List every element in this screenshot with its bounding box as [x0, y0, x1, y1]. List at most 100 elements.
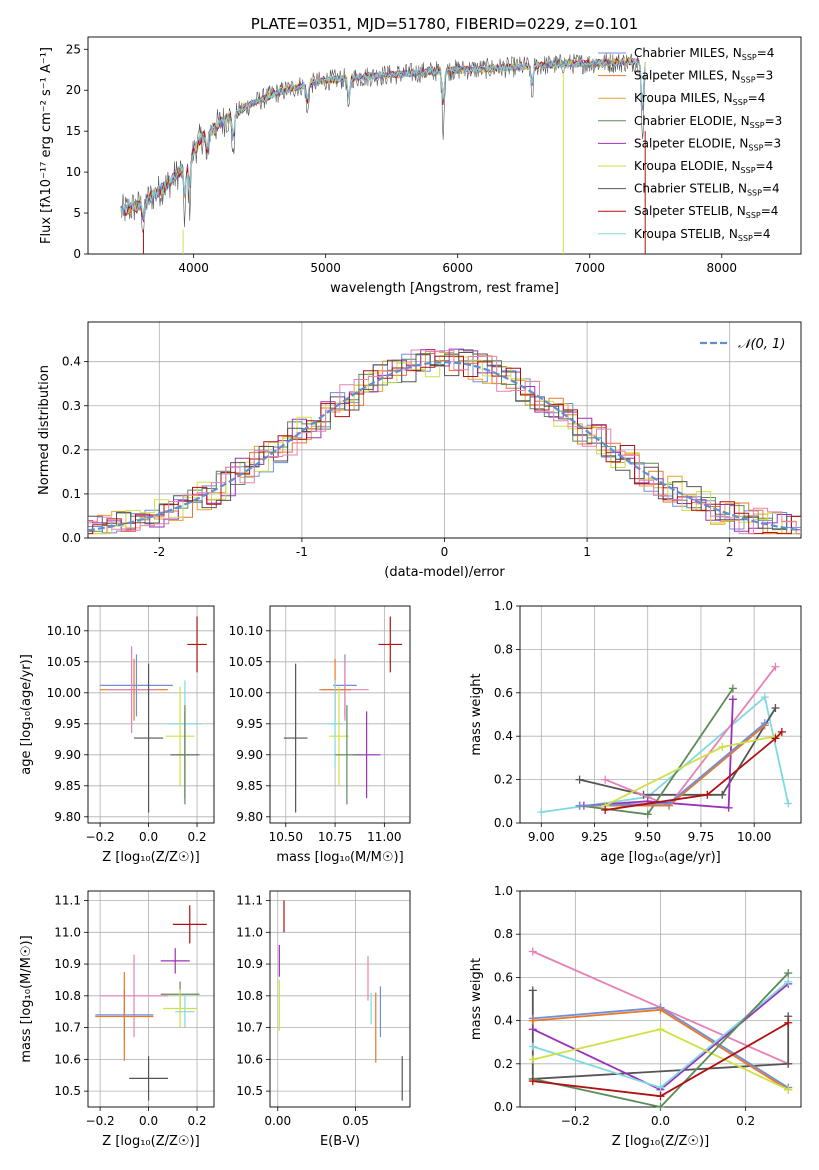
y-tick-label: 0.6: [494, 970, 513, 984]
x-axis-label: Z [log₁₀(Z/Z☉)]: [102, 850, 199, 865]
series-marker: [656, 1103, 665, 1111]
series-marker: [528, 986, 537, 995]
legend-label-tail: =4: [761, 204, 779, 218]
series-marker: [777, 727, 786, 736]
legend-label-tail: =4: [753, 227, 771, 241]
x-tick-label: 1: [583, 545, 591, 559]
y-tick-label: 25: [66, 42, 81, 56]
series-marker: [643, 810, 652, 819]
y-tick-label: 0.2: [494, 1057, 513, 1071]
legend-label-name: Salpeter STELIB, N: [634, 204, 746, 218]
spectrum-chart: 4000 5000 6000 7000 8000 0 5 10 15 20 25 wavelength…: [39, 15, 802, 296]
y-tick-label: 9.80: [54, 810, 81, 824]
series-marker: [656, 1025, 665, 1034]
legend-label: Chabrier MILES, NSSP=4: [634, 46, 774, 62]
y-tick-label: 9.85: [236, 779, 263, 793]
x-tick-label: 0.05: [342, 1114, 369, 1128]
series-marker: [728, 695, 737, 704]
x-tick-label: −0.2: [561, 1114, 590, 1128]
series-marker: [575, 775, 584, 784]
x-tick-label: 0.2: [187, 830, 206, 844]
legend-label-name: Kroupa MILES, N: [634, 91, 733, 105]
spectrum-line-chabrier_stelib: [120, 53, 646, 234]
y-tick-label: 10.6: [236, 1052, 263, 1066]
y-tick-label: 0.4: [494, 1014, 513, 1028]
y-tick-label: 0.3: [62, 399, 81, 413]
legend-label-name: Kroupa STELIB, N: [634, 227, 738, 241]
x-tick-label: 10.75: [318, 830, 352, 844]
series-marker: [718, 790, 727, 799]
y-tick-label: 1.0: [494, 884, 513, 898]
y-tick-label: 9.95: [236, 717, 263, 731]
series-marker: [771, 703, 780, 712]
axes-frame: [87, 890, 215, 1108]
y-tick-label: 10.00: [47, 686, 81, 700]
series-marker: [528, 1055, 537, 1064]
y-tick-label: 0: [73, 247, 81, 261]
legend-label: Kroupa ELODIE, NSSP=4: [634, 159, 773, 175]
series-marker: [528, 1042, 537, 1051]
x-tick-label: 0: [441, 545, 449, 559]
y-tick-label: 9.95: [54, 717, 81, 731]
legend-label-tail: =4: [757, 46, 775, 60]
series-marker: [575, 801, 584, 810]
y-tick-label: 11.0: [236, 925, 263, 939]
x-tick-label: 6000: [442, 261, 473, 275]
x-tick-label: 4000: [178, 261, 209, 275]
y-tick-label: 11.1: [54, 894, 81, 908]
y-tick-label: 0.4: [494, 729, 513, 743]
y-tick-label: 9.90: [54, 748, 81, 762]
y-tick-label: 0.0: [494, 1100, 513, 1114]
y-tick-label: 10.8: [54, 989, 81, 1003]
legend-label-tail: =4: [762, 182, 780, 196]
y-axis-label: mass weight: [469, 673, 484, 755]
legend-label-sub: SSP: [746, 211, 761, 220]
axes-frame: [269, 890, 411, 1108]
y-tick-label: 11.1: [236, 894, 263, 908]
x-tick-label: 10.00: [737, 830, 771, 844]
legend-label-name: Salpeter MILES, N: [634, 69, 741, 83]
x-tick-label: 9.00: [528, 830, 555, 844]
y-tick-label: 0.2: [494, 773, 513, 787]
y-tick-label: 0.1: [62, 487, 81, 501]
y-tick-label: 10.8: [236, 989, 263, 1003]
series-marker: [784, 1018, 793, 1027]
axes-frame: [87, 321, 802, 539]
legend-label-tail: =4: [748, 91, 766, 105]
age-vs-mass-chart: 10.50 10.75 11.00 9.80 9.85 9.90 9.95 10.00 10.0…: [229, 605, 411, 865]
y-tick-label: 1.0: [494, 599, 513, 613]
legend-label-sub: SSP: [750, 121, 765, 130]
legend-label-sub: SSP: [741, 76, 756, 85]
y-tick-label: 10.05: [229, 655, 263, 669]
series-marker: [784, 1085, 793, 1094]
series-marker: [728, 684, 737, 693]
legend-label-name: Chabrier STELIB, N: [634, 182, 747, 196]
y-tick-label: 15: [66, 124, 81, 138]
series-marker: [760, 719, 769, 728]
legend-label-tail: =3: [765, 114, 783, 128]
y-tick-label: 20: [66, 83, 81, 97]
x-tick-label: 10.50: [269, 830, 303, 844]
y-axis-label: Flux [fλ10⁻¹⁷ erg cm⁻² s⁻¹ A⁻¹]: [39, 47, 54, 244]
y-tick-label: 10.6: [54, 1052, 81, 1066]
x-axis-label: age [log₁₀(age/yr)]: [600, 850, 721, 865]
legend-label-name: Salpeter ELODIE, N: [634, 136, 748, 150]
spectrum-line-kroupa_stelib: [120, 58, 646, 216]
y-axis-label: mass weight: [469, 958, 484, 1040]
y-tick-label: 10.7: [54, 1021, 81, 1035]
series-marker: [703, 790, 712, 799]
series-marker: [718, 743, 727, 752]
x-tick-label: 9.50: [634, 830, 661, 844]
series-marker: [601, 775, 610, 784]
legend-label: Salpeter ELODIE, NSSP=3: [634, 136, 781, 152]
y-tick-label: 10.10: [47, 624, 81, 638]
series-marker: [537, 808, 546, 817]
x-axis-label: E(B-V): [320, 1134, 360, 1149]
y-tick-label: 0.0: [62, 531, 81, 545]
y-tick-label: 0.4: [62, 355, 81, 369]
y-tick-label: 11.0: [54, 925, 81, 939]
legend-label-sub: SSP: [741, 166, 756, 175]
series-marker: [784, 799, 793, 808]
x-tick-label: -1: [296, 545, 308, 559]
series-marker: [656, 1092, 665, 1101]
